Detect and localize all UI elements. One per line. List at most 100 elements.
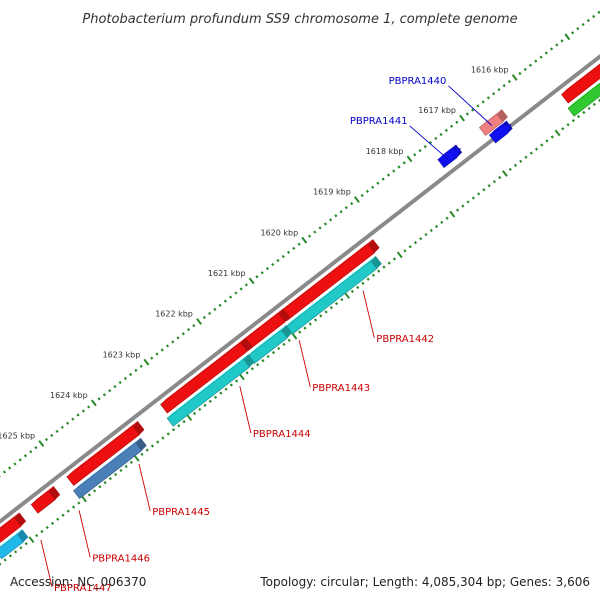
inner-minor-tick [360, 193, 364, 198]
inner-minor-tick [365, 189, 369, 193]
outer-minor-tick [419, 237, 423, 241]
inner-major-tick [301, 236, 308, 244]
pbpra1442-feature-end [370, 255, 382, 269]
inner-minor-tick [539, 55, 543, 59]
inner-minor-tick [13, 462, 17, 466]
inner-minor-tick [265, 267, 270, 271]
inner-minor-tick [97, 397, 101, 401]
pbpra1443-gene [241, 312, 286, 351]
outer-major-tick [28, 536, 35, 544]
leader-line [40, 539, 53, 588]
outer-minor-tick [103, 481, 107, 485]
inner-minor-tick [55, 429, 59, 433]
outer-minor-tick [392, 257, 397, 261]
pbpra1442-gene-end [367, 239, 380, 253]
outer-minor-tick [77, 501, 81, 505]
inner-major-tick [196, 318, 202, 325]
inner-minor-tick [544, 51, 548, 55]
inner-minor-tick [34, 446, 38, 450]
pbpra1447-gene [0, 517, 22, 543]
inner-minor-tick [181, 332, 185, 336]
outer-minor-tick [356, 285, 360, 290]
inner-minor-tick [507, 79, 512, 84]
inner-minor-tick [150, 356, 154, 360]
inner-minor-tick [555, 43, 559, 47]
outer-minor-tick [534, 147, 539, 151]
inner-minor-tick [234, 291, 238, 295]
leader-line [448, 85, 493, 126]
inner-minor-tick [255, 275, 259, 279]
inner-minor-tick [481, 100, 485, 104]
pbpra1446-gene-end [48, 486, 61, 500]
inner-minor-tick [418, 149, 422, 153]
inner-minor-tick [476, 104, 480, 108]
accession-text: Accession: NC_006370 [10, 575, 147, 589]
outer-minor-tick [498, 175, 502, 180]
leader-line [138, 463, 151, 512]
inner-minor-tick [497, 88, 501, 92]
outer-minor-tick [587, 106, 591, 111]
pbpra1444-feature [166, 358, 250, 427]
inner-minor-tick [592, 14, 596, 19]
outer-major-tick [502, 170, 508, 177]
outer-major-tick [81, 495, 87, 503]
outer-minor-tick [271, 350, 276, 355]
outer-minor-tick [161, 436, 165, 440]
inner-minor-tick [334, 214, 338, 218]
outer-minor-tick [529, 151, 533, 155]
pbpra1444-feature-end [243, 354, 255, 368]
outer-minor-tick [455, 208, 460, 212]
outer-minor-tick [3, 558, 7, 562]
inner-minor-tick [155, 352, 159, 356]
inner-minor-tick [518, 71, 522, 76]
inner-minor-tick [81, 409, 85, 413]
leader-line [409, 125, 449, 160]
inner-minor-tick [134, 368, 138, 372]
outer-minor-tick [35, 533, 39, 538]
inner-minor-tick [218, 303, 222, 307]
gene-label-pbpra1446: PBPRA1446 [92, 553, 150, 564]
outer-minor-tick [198, 407, 202, 412]
inner-minor-tick [307, 234, 312, 238]
outer-minor-tick [582, 110, 586, 115]
outer-minor-tick [466, 200, 470, 204]
tick-label: 1623 kbp [103, 350, 141, 359]
outer-minor-tick [324, 310, 328, 314]
outer-minor-tick [313, 318, 318, 322]
outer-minor-tick [366, 277, 370, 281]
outer-minor-tick [98, 485, 102, 489]
outer-minor-tick [250, 367, 254, 371]
inner-minor-tick [323, 222, 327, 226]
map-title: Photobacterium profundum SS9 chromosome … [82, 12, 517, 27]
outer-minor-tick [461, 204, 465, 208]
inner-minor-tick [208, 311, 212, 316]
outer-major-tick [344, 292, 350, 299]
gene-gene [561, 64, 600, 104]
outer-minor-tick [261, 359, 265, 363]
gene-label-pbpra1442: PBPRA1442 [376, 334, 434, 345]
inner-minor-tick [434, 136, 438, 141]
inner-minor-tick [376, 181, 380, 185]
inner-minor-tick [386, 173, 391, 177]
tick-label: 1621 kbp [208, 269, 246, 278]
inner-minor-tick [313, 230, 317, 234]
outer-minor-tick [45, 525, 49, 530]
pbpra1447-feature-end [17, 529, 29, 543]
outer-minor-tick [298, 330, 302, 334]
outer-minor-tick [156, 440, 160, 444]
pbpra1447-gene-end [14, 512, 27, 527]
pbpra1445-gene [66, 425, 140, 486]
inner-minor-tick [502, 84, 506, 88]
inner-minor-tick [528, 63, 533, 67]
outer-minor-tick [192, 411, 197, 416]
gene-label-pbpra1440: PBPRA1440 [389, 76, 447, 87]
inner-minor-tick [244, 283, 248, 287]
inner-major-tick [511, 74, 518, 81]
outer-minor-tick [235, 379, 239, 383]
outer-minor-tick [408, 245, 412, 249]
inner-major-tick [406, 155, 413, 163]
tick-label: 1617 kbp [418, 106, 456, 115]
pbpra1445-gene-end [132, 421, 145, 435]
outer-major-tick [554, 129, 561, 137]
inner-minor-tick [213, 307, 217, 311]
